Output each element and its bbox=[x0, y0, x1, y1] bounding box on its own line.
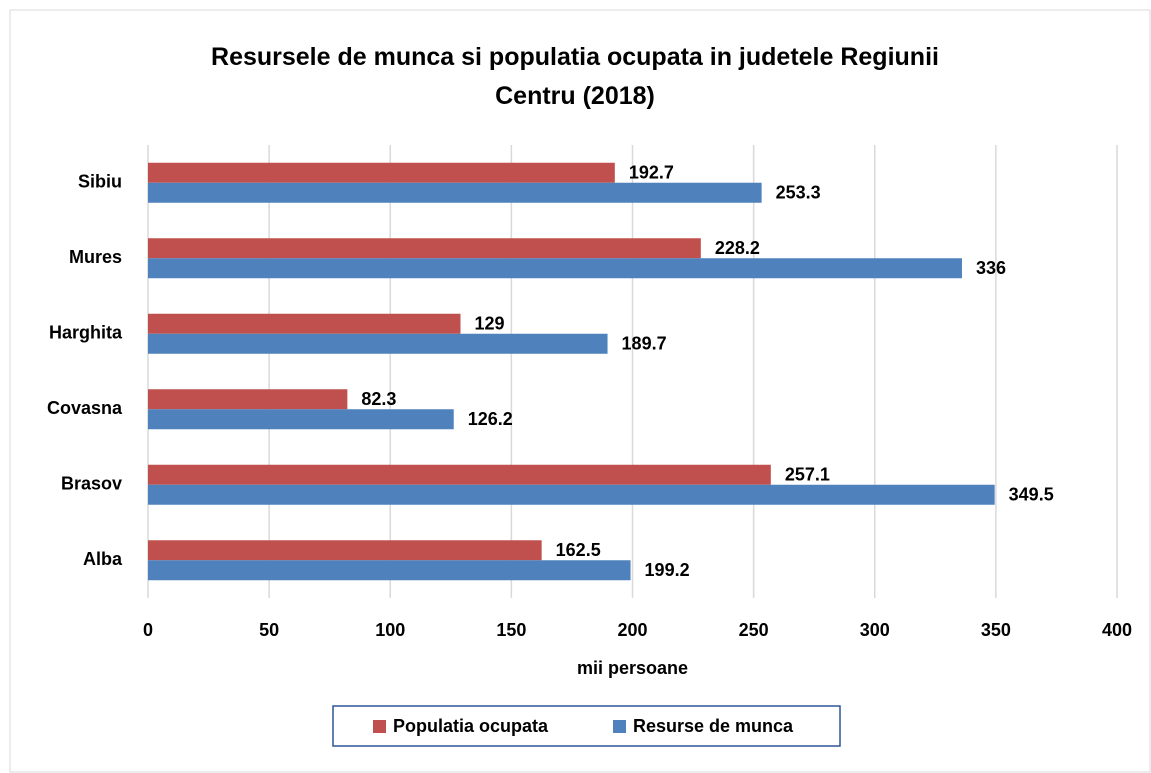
chart-title: Resursele de munca si populatia ocupata … bbox=[211, 43, 939, 110]
x-tick-label: 400 bbox=[1102, 620, 1132, 640]
chart-border bbox=[9, 9, 1151, 773]
x-tick-label: 50 bbox=[259, 620, 279, 640]
legend-swatch bbox=[613, 720, 626, 733]
bar bbox=[148, 560, 631, 581]
bar bbox=[148, 484, 995, 505]
bar bbox=[148, 313, 461, 334]
x-axis-label: mii persoane bbox=[577, 658, 688, 678]
y-tick-label: Covasna bbox=[47, 398, 123, 418]
x-tick-label: 150 bbox=[496, 620, 526, 640]
data-label: 199.2 bbox=[645, 560, 690, 580]
data-label: 189.7 bbox=[622, 334, 667, 354]
legend-label: Resurse de munca bbox=[633, 716, 794, 736]
x-tick-label: 250 bbox=[739, 620, 769, 640]
bar bbox=[148, 389, 348, 410]
y-tick-label: Alba bbox=[83, 549, 123, 569]
y-tick-label: Sibiu bbox=[78, 172, 122, 192]
bar bbox=[148, 238, 701, 259]
y-tick-label: Mures bbox=[69, 247, 122, 267]
data-label: 257.1 bbox=[785, 465, 830, 485]
x-tick-label: 100 bbox=[375, 620, 405, 640]
bar bbox=[148, 409, 454, 430]
data-label: 336 bbox=[976, 258, 1006, 278]
x-tick-label: 0 bbox=[143, 620, 153, 640]
legend-label: Populatia ocupata bbox=[393, 716, 549, 736]
data-label: 228.2 bbox=[715, 238, 760, 258]
x-tick-label: 200 bbox=[617, 620, 647, 640]
bar bbox=[148, 182, 762, 203]
x-tick-label: 350 bbox=[981, 620, 1011, 640]
y-tick-label: Brasov bbox=[61, 474, 122, 494]
data-label: 129 bbox=[475, 314, 505, 334]
y-tick-label: Harghita bbox=[49, 323, 123, 343]
data-label: 253.3 bbox=[776, 183, 821, 203]
bar bbox=[148, 464, 771, 485]
data-label: 349.5 bbox=[1009, 485, 1054, 505]
bar bbox=[148, 162, 615, 183]
bar bbox=[148, 258, 962, 279]
x-tick-label: 300 bbox=[860, 620, 890, 640]
legend-swatch bbox=[373, 720, 386, 733]
data-label: 126.2 bbox=[468, 409, 513, 429]
bar bbox=[148, 333, 608, 354]
data-label: 192.7 bbox=[629, 163, 674, 183]
legend-box bbox=[332, 705, 841, 747]
data-label: 162.5 bbox=[556, 540, 601, 560]
bar bbox=[148, 540, 542, 561]
data-label: 82.3 bbox=[361, 389, 396, 409]
